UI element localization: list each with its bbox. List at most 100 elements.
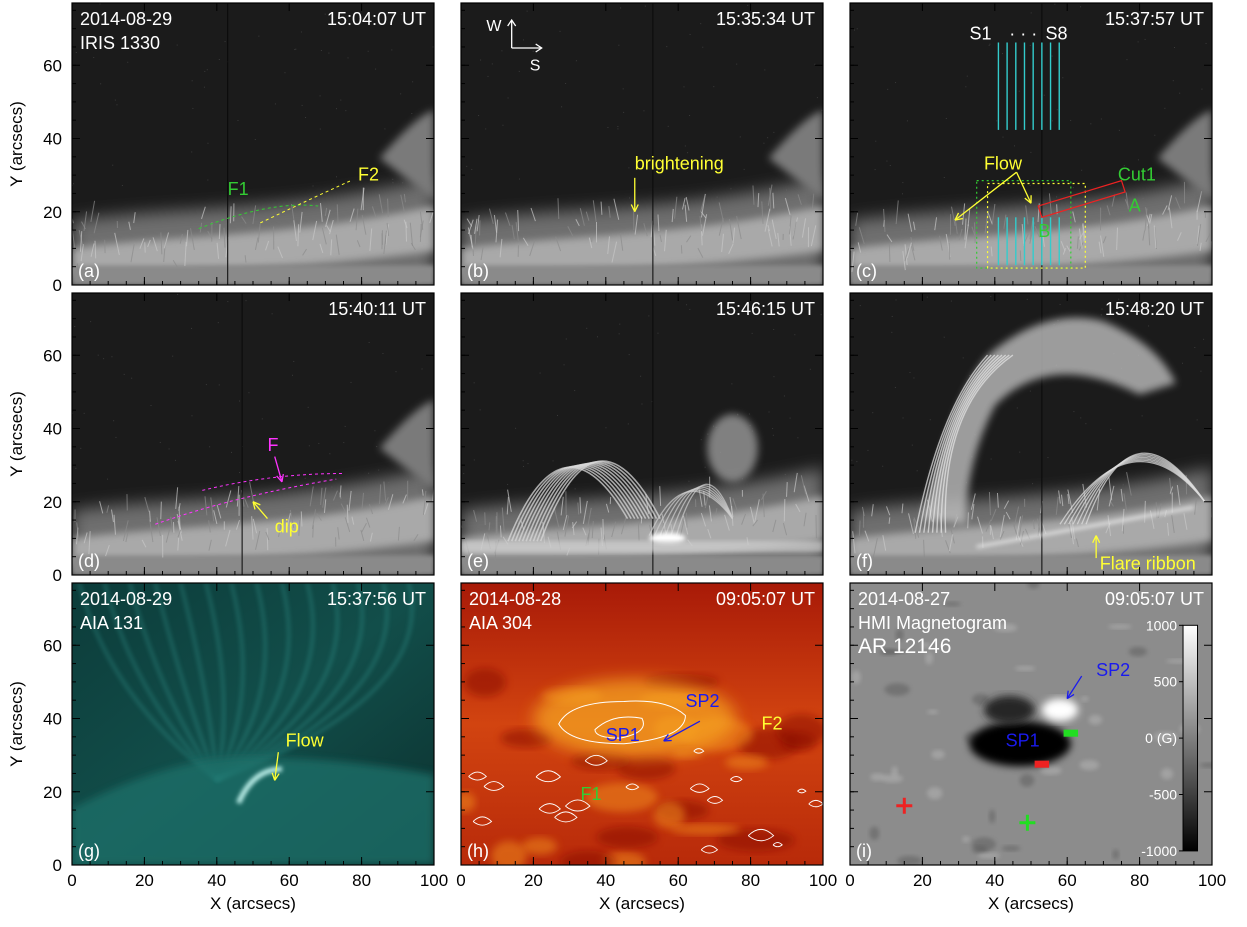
annotation-dip: dip [275,517,299,537]
flow-arrow-1 [954,171,1017,221]
panel-i: 1000 500 0 (G) -500 -1000 2014-08-27 HMI Magne… [849,582,1213,866]
panel-letter: (a) [78,261,100,281]
x-tick-label: 60 [280,871,299,890]
y-axis-label: Y (arcsecs) [7,101,26,187]
panel-c: 15:37:57 UT (c) S1 · · · S8 Flow Cut1 A B [849,2,1213,286]
annotation-flare-ribbon: Flare ribbon [1100,553,1196,573]
x-tick-label: 80 [352,871,371,890]
axes-g: 0 20 40 60 Y (arcsecs) 0 20 40 60 80 100 X (arcsecs… [7,583,448,913]
annotation-w: W [486,18,502,35]
axes-f [849,293,1213,576]
time-label: 15:37:57 UT [1105,9,1204,29]
annotation-sp2: SP2 [685,691,719,711]
flow-arrow-2 [1015,171,1032,204]
date-label: 2014-08-27 [858,589,950,609]
axes-d: 0 20 40 60 Y (arcsecs) [7,293,435,585]
y-axis-label: Y (arcsecs) [7,681,26,767]
time-label: 15:37:56 UT [327,589,426,609]
annotation-flow: Flow [984,153,1023,173]
time-label: 15:35:34 UT [716,9,815,29]
x-axis-label: X (arcsecs) [599,894,685,913]
annotation-sp1: SP1 [1006,731,1040,751]
date-label: 2014-08-29 [80,9,172,29]
panel-g: 2014-08-29 AIA 131 15:37:56 UT (g) Flow [71,582,435,866]
date-label: 2014-08-29 [80,589,172,609]
x-tick-label: 100 [420,871,448,890]
annotation--: · · · [1009,24,1037,44]
axes-a: 0 20 40 60 Y (arcsecs) [7,3,435,295]
annotation-flow: Flow [286,731,325,751]
y-tick-label: 40 [43,420,62,439]
annotation-f2: F2 [761,714,782,734]
dip-arrow [252,501,268,520]
annotation-f1: F1 [228,179,249,199]
y-tick-label: 0 [53,566,62,585]
annotation-a: A [1129,196,1141,216]
red-marker-bar [1034,760,1050,768]
y-tick-label: 20 [43,493,62,512]
axes-h: 0 20 40 60 80 100 X (arcsecs) [456,583,837,913]
panel-letter: (f) [856,551,873,571]
time-label: 15:48:20 UT [1105,299,1204,319]
flow-arrow-g [274,752,279,781]
panel-letter: (b) [467,261,489,281]
annotation-s8: S8 [1045,24,1067,44]
y-tick-label: 60 [43,346,62,365]
panel-letter: (h) [467,841,489,861]
axes-b [460,3,824,286]
time-label: 09:05:07 UT [1105,589,1204,609]
panel-letter: (e) [467,551,489,571]
colorbar-tick-label: -1000 [1141,843,1177,859]
y-tick-label: 20 [43,203,62,222]
annotation-cut1: Cut1 [1118,165,1156,185]
annotation-f: F [267,435,278,455]
x-tick-label: 0 [845,871,854,890]
y-tick-label: 60 [43,636,62,655]
x-axis-label: X (arcsecs) [988,894,1074,913]
instrument-label: AIA 131 [80,613,143,633]
f-arrow [274,456,283,483]
annotation-s: S [530,58,541,75]
panel-h: 2014-08-28 AIA 304 09:05:07 UT (h) SP2 SP1 F2 F… [460,582,824,866]
x-tick-label: 0 [456,871,465,890]
x-tick-label: 60 [1058,871,1077,890]
axes-i: 0 20 40 60 80 100 X (arcsecs) [845,583,1226,913]
panel-e: 15:46:15 UT (e) [460,292,824,576]
x-tick-label: 80 [741,871,760,890]
x-tick-label: 20 [524,871,543,890]
y-tick-label: 60 [43,56,62,75]
y-tick-label: 40 [43,130,62,149]
instrument-label: HMI Magnetogram [858,613,1007,633]
annotation-brightening: brightening [635,153,724,173]
axes-e [460,293,824,576]
annotation-f1: F1 [580,784,601,804]
panel-letter: (c) [856,261,877,281]
annotation-sp1: SP1 [606,725,640,745]
y-tick-label: 40 [43,710,62,729]
x-tick-label: 100 [1198,871,1226,890]
x-tick-label: 20 [913,871,932,890]
y-tick-label: 20 [43,783,62,802]
panel-a: 2014-08-29 IRIS 1330 15:04:07 UT (a) F1 F2 [71,2,435,286]
x-tick-label: 40 [596,871,615,890]
panel-letter: (d) [78,551,100,571]
time-label: 09:05:07 UT [716,589,815,609]
instrument-label: IRIS 1330 [80,33,160,53]
axes-c [849,3,1213,286]
date-label: 2014-08-28 [469,589,561,609]
x-tick-label: 40 [207,871,226,890]
x-tick-label: 0 [67,871,76,890]
panel-f: 15:48:20 UT (f) Flare ribbon [849,292,1213,576]
x-axis-label: X (arcsecs) [210,894,296,913]
annotation-sp2: SP2 [1096,660,1130,680]
x-tick-label: 80 [1130,871,1149,890]
panel-letter: (i) [856,841,872,861]
annotation-b: B [1038,221,1050,241]
colorbar-tick-label: -500 [1149,787,1177,803]
y-tick-label: 0 [53,276,62,295]
panel-letter: (g) [78,841,100,861]
time-label: 15:46:15 UT [716,299,815,319]
